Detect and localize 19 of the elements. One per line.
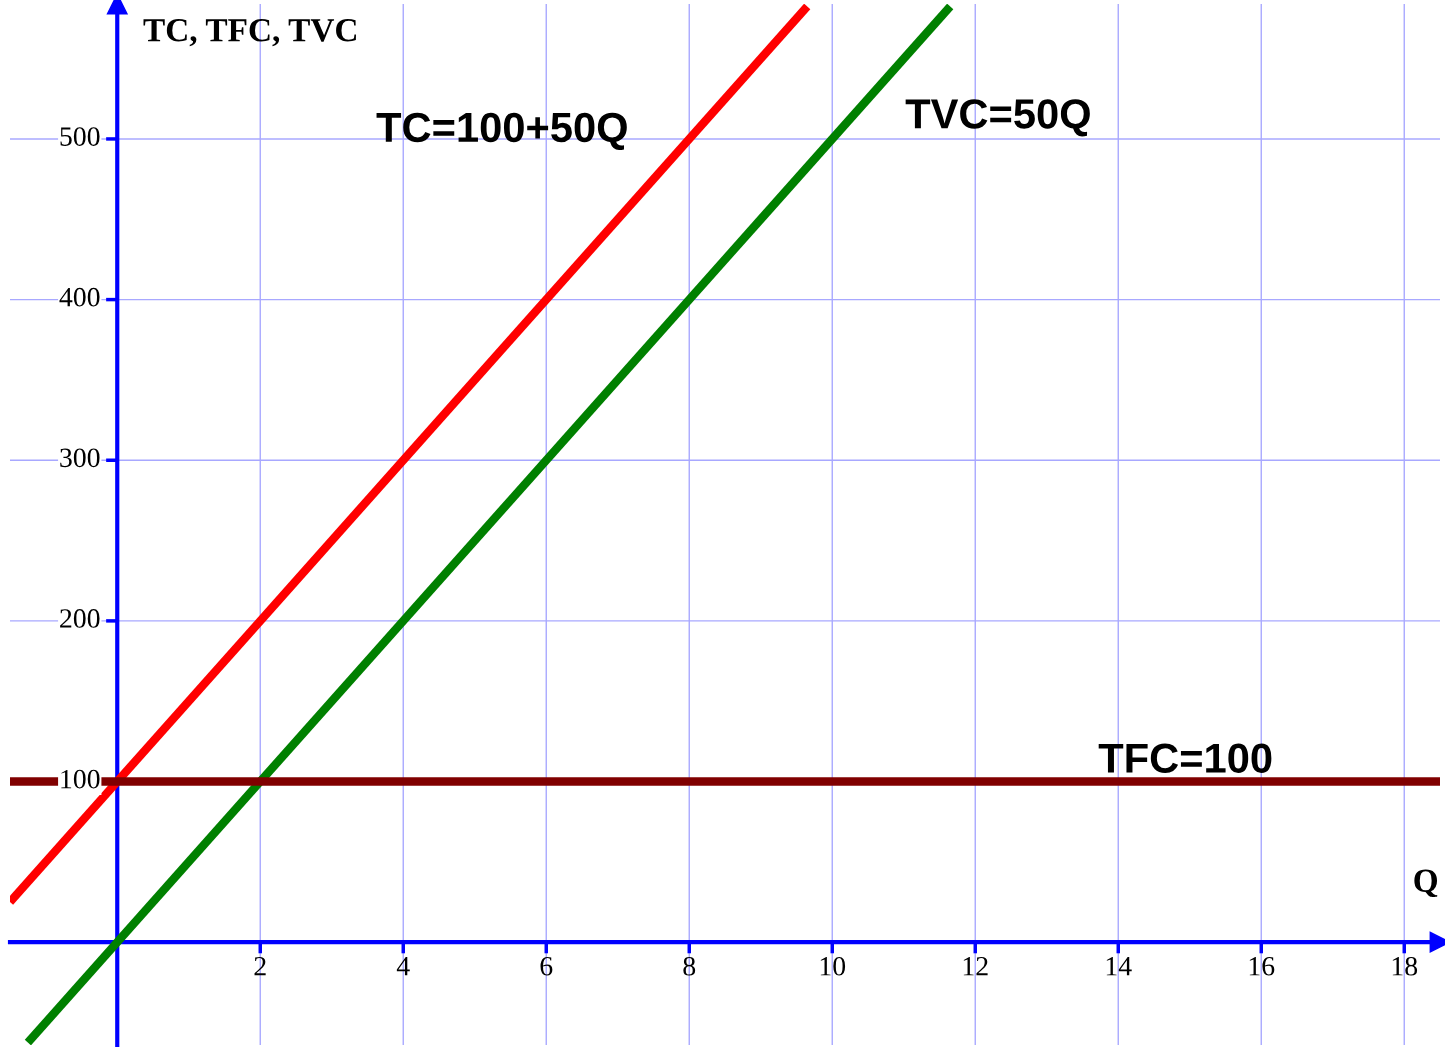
y-tick-label: 300 xyxy=(60,448,100,468)
annotation: TVC=50Q xyxy=(905,99,1090,137)
x-tick-label: 12 xyxy=(963,956,988,976)
y-tick-label: 200 xyxy=(60,609,100,628)
y-tick-label: 400 xyxy=(59,287,100,307)
x-tick-label: 2 xyxy=(254,956,266,976)
x-tick-label: 18 xyxy=(1392,956,1418,976)
y-tick-label: 100 xyxy=(61,769,100,789)
x-tick-label: 4 xyxy=(396,957,410,976)
annotation: TC=100+50Q xyxy=(376,112,627,150)
annotation: TFC=100 xyxy=(1098,743,1272,774)
x-tick-label: 8 xyxy=(683,956,696,976)
x-axis-title: Q xyxy=(1414,869,1438,898)
x-tick-label: 10 xyxy=(820,956,846,976)
x-tick-label: 16 xyxy=(1249,956,1275,976)
x-tick-label: 6 xyxy=(540,956,553,976)
y-axis-title: TC, TFC, TVC xyxy=(143,19,356,47)
y-tick-label: 500 xyxy=(60,127,100,146)
x-tick-label: 14 xyxy=(1106,957,1132,976)
